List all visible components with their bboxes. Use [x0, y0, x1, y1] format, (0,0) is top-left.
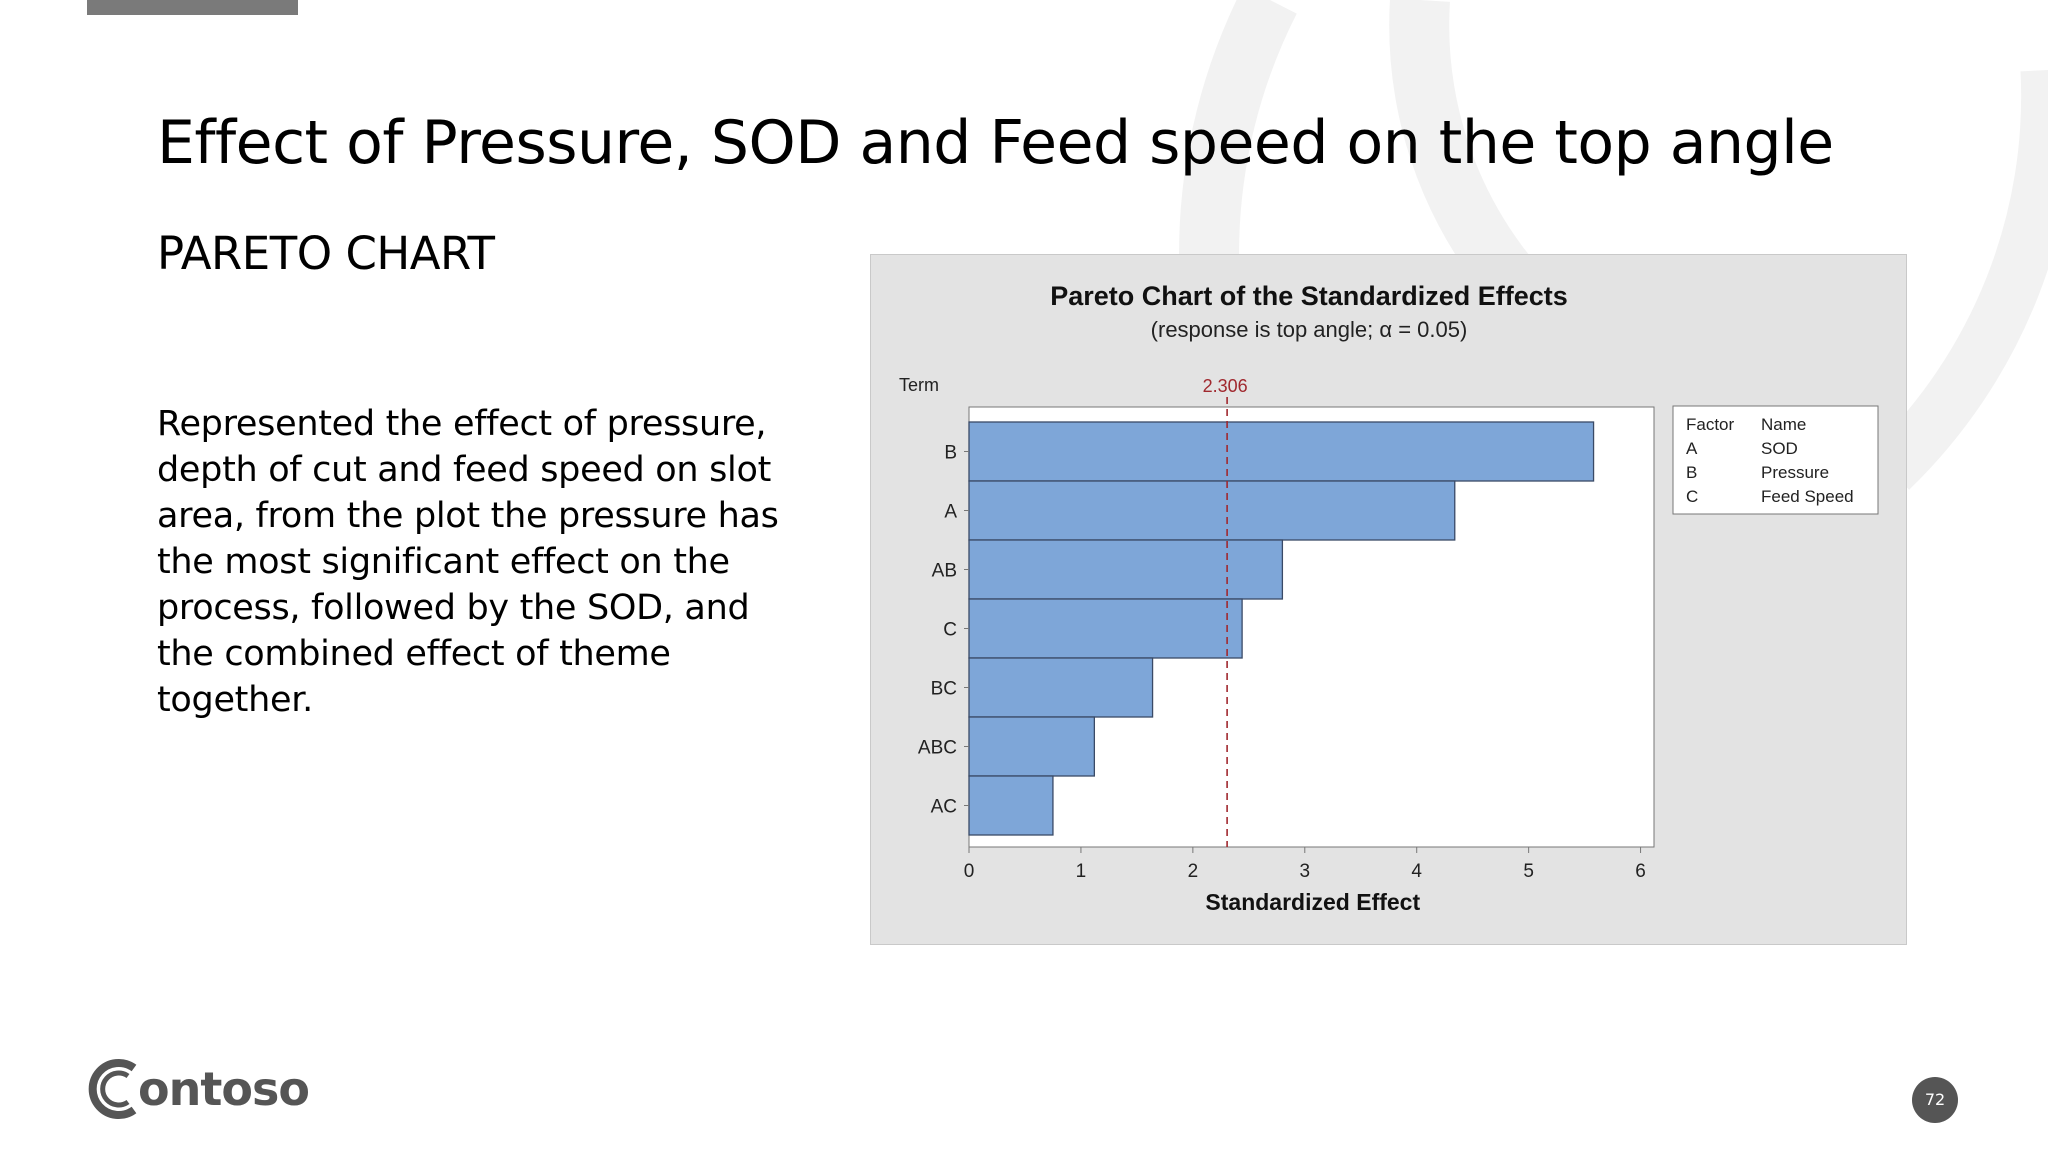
bar-bc — [968, 657, 1154, 718]
legend-name-c: Feed Speed — [1761, 487, 1854, 506]
slide-body-text: Represented the effect of pressure, dept… — [157, 404, 779, 720]
x-tick-label-2: 2 — [1188, 861, 1199, 882]
legend-header-name: Name — [1761, 415, 1806, 434]
bar-b — [968, 421, 1595, 482]
legend-box — [1672, 405, 1879, 515]
x-tick-label-0: 0 — [964, 861, 975, 882]
slide-title: Effect of Pressure, SOD and Feed speed o… — [157, 108, 1834, 178]
legend-header-factor: Factor — [1686, 415, 1735, 434]
bar-abc — [968, 716, 1096, 777]
pareto-chart-panel: Pareto Chart of the Standardized Effects… — [870, 254, 1907, 945]
x-axis-label: Standardized Effect — [1205, 889, 1420, 915]
chart-subtitle: (response is top angle; α = 0.05) — [1151, 317, 1468, 342]
logo-c-icon — [88, 1059, 137, 1119]
slide-subtitle: PARETO CHART — [157, 227, 495, 280]
pareto-chart: Pareto Chart of the Standardized Effects… — [899, 281, 1879, 915]
reference-line-label: 2.306 — [1203, 376, 1248, 396]
legend-name-b: Pressure — [1761, 463, 1829, 482]
legend-name-a: SOD — [1761, 439, 1798, 458]
x-tick-label-6: 6 — [1635, 861, 1646, 882]
y-tick-label-ab: AB — [932, 561, 957, 582]
top-accent-bar — [87, 0, 298, 15]
logo-text: ontoso — [138, 1062, 310, 1116]
y-tick-label-c: C — [943, 620, 957, 641]
x-tick-label-3: 3 — [1299, 861, 1310, 882]
page-number-badge: 72 — [1912, 1077, 1958, 1123]
legend-factor-c: C — [1686, 487, 1698, 506]
y-tick-label-abc: ABC — [918, 738, 957, 759]
legend-factor-a: A — [1686, 439, 1698, 458]
bar-ac — [968, 775, 1054, 836]
y-tick-label-bc: BC — [931, 679, 957, 700]
bar-a — [968, 480, 1456, 541]
y-tick-label-ac: AC — [931, 797, 957, 818]
company-logo: ontoso — [84, 1054, 310, 1124]
x-tick-label-4: 4 — [1411, 861, 1422, 882]
y-tick-label-a: A — [944, 502, 957, 523]
y-tick-label-b: B — [944, 443, 957, 464]
bar-ab — [968, 539, 1284, 600]
y-axis-label: Term — [899, 375, 939, 395]
x-tick-label-1: 1 — [1076, 861, 1087, 882]
chart-title: Pareto Chart of the Standardized Effects — [1050, 281, 1568, 311]
legend-factor-b: B — [1686, 463, 1697, 482]
bar-c — [968, 598, 1243, 659]
x-tick-label-5: 5 — [1523, 861, 1534, 882]
